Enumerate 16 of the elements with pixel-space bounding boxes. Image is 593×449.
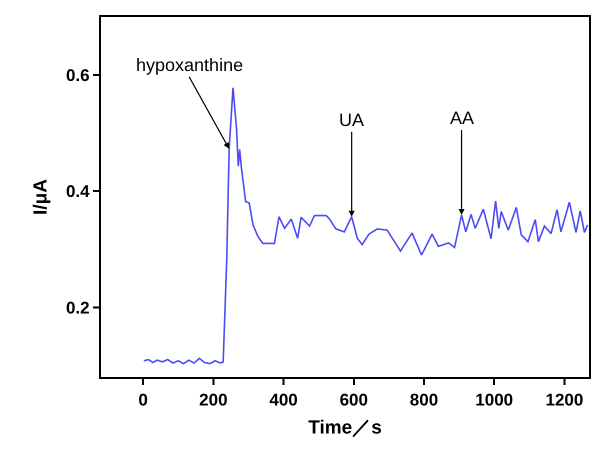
annotation: UA (339, 110, 364, 130)
x-tick-label: 800 (410, 390, 438, 410)
y-axis-title: I/μA (30, 178, 52, 215)
annotation: hypoxanthine (136, 55, 244, 75)
x-tick-label: 0 (138, 390, 148, 410)
x-tick-label: 1000 (475, 390, 514, 410)
annotation: AA (450, 108, 474, 128)
x-tick-label: 1200 (546, 390, 584, 410)
y-tick-label: 0.4 (66, 182, 90, 202)
x-tick-label: 200 (199, 390, 228, 410)
x-axis-title: Time／s (308, 418, 382, 439)
x-tick-label: 600 (340, 390, 368, 410)
y-tick-label: 0.2 (66, 298, 90, 318)
y-tick-label: 0.6 (66, 66, 90, 86)
x-tick-label: 400 (269, 390, 298, 410)
line-series (143, 87, 588, 364)
